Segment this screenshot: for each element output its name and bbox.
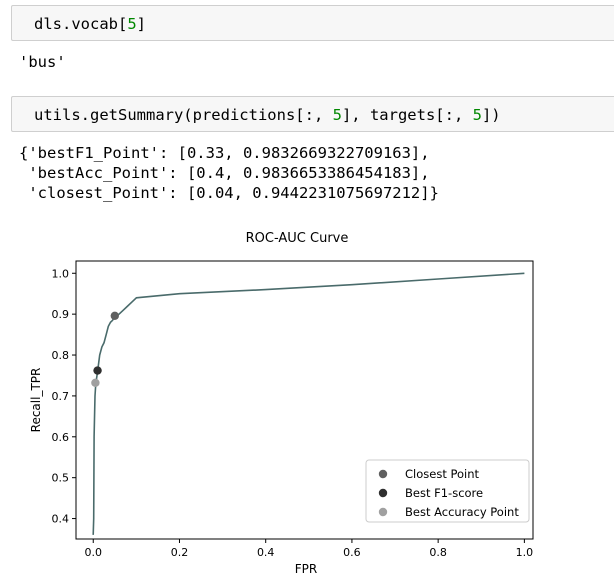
y-axis: 0.4 0.5 0.6 0.7 0.8 0.9 1.0 — [52, 267, 76, 526]
y-tick-label: 0.5 — [52, 472, 70, 485]
code-text: ] — [136, 15, 147, 33]
code-text: ], targets[:, — [341, 106, 473, 124]
chart-title: ROC-AUC Curve — [246, 231, 349, 246]
x-tick-label: 0.0 — [84, 546, 102, 559]
legend-marker — [378, 507, 388, 517]
y-tick-label: 0.6 — [52, 431, 70, 444]
legend: Closest Point Best F1-score Best Accuracy … — [365, 459, 530, 523]
legend-label: Closest Point — [405, 467, 480, 481]
x-axis-label: FPR — [295, 562, 317, 576]
marker-closest-point — [110, 311, 120, 320]
code-text: ]) — [481, 106, 501, 124]
y-tick-label: 0.7 — [52, 390, 70, 403]
cell-output: 'bus' — [19, 53, 66, 71]
x-tick-label: 1.0 — [516, 546, 534, 559]
plot-area — [75, 260, 534, 540]
y-axis-label: Recall_TPR — [29, 368, 43, 433]
legend-box — [365, 459, 530, 523]
cell-output: {'bestF1_Point': [0.33, 0.98326693227091… — [19, 143, 439, 203]
x-tick-label: 0.2 — [171, 546, 189, 559]
code-text: utils.getSummary(predictions[:, — [34, 106, 333, 124]
x-axis: 0.0 0.2 0.4 0.6 0.8 1.0 — [84, 539, 533, 559]
legend-marker — [378, 488, 388, 498]
legend-marker — [378, 469, 388, 479]
code-number: 5 — [127, 15, 137, 33]
legend-label: Best F1-score — [405, 486, 483, 500]
x-tick-label: 0.8 — [429, 546, 447, 559]
code-cell-input[interactable]: utils.getSummary(predictions[:, 5], targ… — [11, 96, 614, 132]
y-tick-label: 1.0 — [52, 267, 70, 280]
x-tick-label: 0.6 — [343, 546, 361, 559]
x-tick-label: 0.4 — [257, 546, 275, 559]
code-cell-input[interactable]: dls.vocab[5] — [11, 5, 614, 41]
output-line: 'closest_Point': [0.04, 0.94422310756972… — [19, 184, 439, 202]
code-number: 5 — [332, 106, 342, 124]
marker-best-f1-score — [93, 366, 102, 375]
marker-best-accuracy-point — [91, 378, 100, 388]
output-line: 'bestAcc_Point': [0.4, 0.983665338645418… — [19, 164, 430, 182]
code-text: dls.vocab[ — [34, 15, 128, 33]
y-tick-label: 0.4 — [52, 513, 70, 526]
code-number: 5 — [472, 106, 482, 124]
roc-auc-chart: ROC-AUC Curve 0.40.50.60.70.80.91.0 0.0 0… — [29, 231, 534, 576]
legend-label: Best Accuracy Point — [405, 505, 519, 519]
y-tick-label: 0.8 — [52, 349, 70, 362]
y-tick-label: 0.9 — [52, 308, 70, 321]
output-line: {'bestF1_Point': [0.33, 0.98326693227091… — [19, 144, 430, 162]
